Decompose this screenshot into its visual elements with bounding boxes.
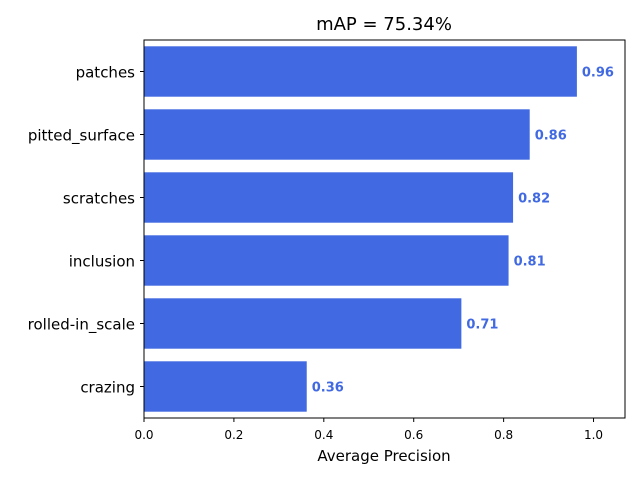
bar-patches — [144, 46, 577, 97]
value-label-crazing: 0.36 — [312, 381, 344, 396]
category-label-patches: patches — [76, 64, 136, 82]
value-label-scratches: 0.82 — [518, 192, 550, 207]
plot-frame — [143, 39, 626, 419]
chart-title: mAP = 75.34% — [316, 14, 452, 35]
category-label-inclusion: inclusion — [69, 253, 135, 271]
x-tick-label-2: 0.4 — [314, 428, 333, 442]
category-label-rolled-in_scale: rolled-in_scale — [28, 316, 135, 335]
x-axis-label: Average Precision — [317, 447, 450, 465]
x-tick-label-3: 0.6 — [404, 428, 423, 442]
category-labels-group: patches pitted_surface scratches inclusion r… — [28, 64, 144, 397]
x-ticks-group: 0.0 0.2 0.4 0.6 0.8 1.0 — [134, 418, 603, 442]
bar-pitted_surface — [144, 109, 530, 160]
x-tick-label-0: 0.0 — [134, 428, 153, 442]
category-label-pitted_surface: pitted_surface — [28, 127, 135, 146]
value-label-inclusion: 0.81 — [514, 255, 546, 270]
category-label-scratches: scratches — [63, 190, 135, 208]
bar-scratches — [144, 172, 514, 223]
bar-crazing — [144, 361, 307, 412]
value-label-rolled-in_scale: 0.71 — [466, 318, 498, 333]
bars-group — [144, 46, 577, 412]
bar-inclusion — [144, 235, 509, 286]
value-label-patches: 0.96 — [582, 66, 614, 81]
category-label-crazing: crazing — [80, 379, 135, 397]
bar-rolled-in_scale — [144, 298, 462, 349]
value-label-pitted_surface: 0.86 — [535, 129, 567, 144]
x-tick-label-5: 1.0 — [584, 428, 603, 442]
x-tick-label-1: 0.2 — [224, 428, 243, 442]
x-tick-label-4: 0.8 — [494, 428, 513, 442]
value-labels-group: 0.96 0.86 0.82 0.81 0.71 0.36 — [312, 66, 614, 396]
